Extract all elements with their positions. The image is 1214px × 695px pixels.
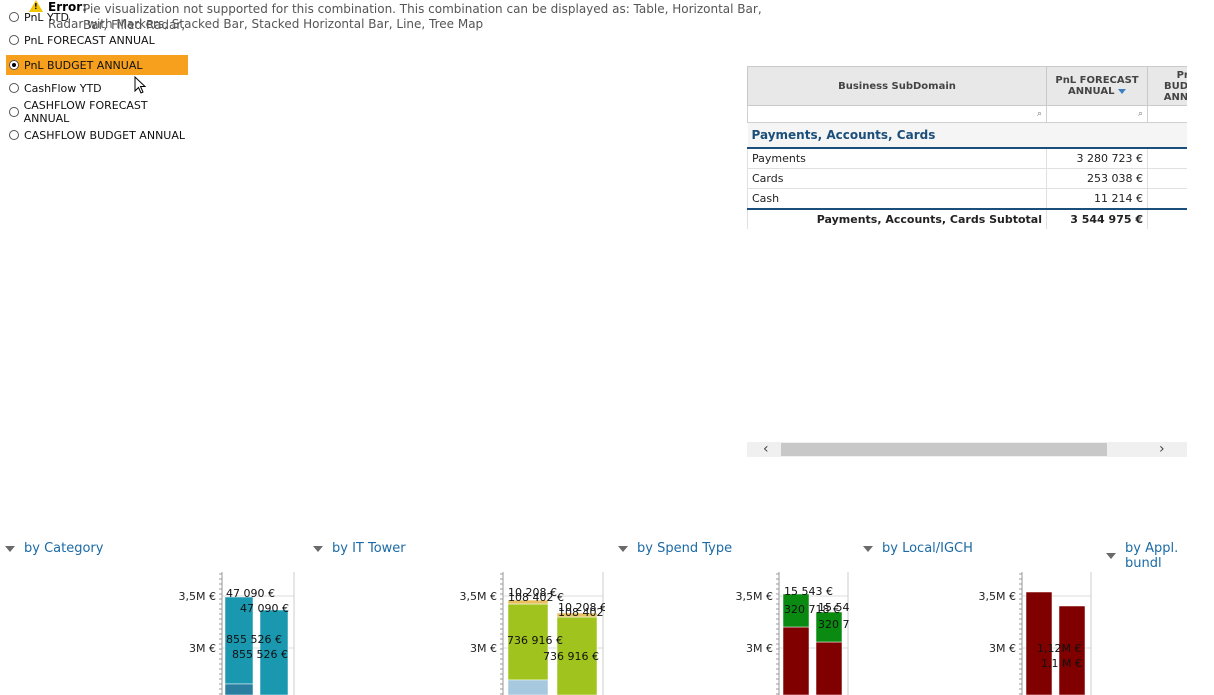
data-label: 10 208 € xyxy=(508,586,557,599)
bar-segment xyxy=(1058,605,1086,695)
y-tick-label: 3M € xyxy=(189,642,216,655)
column-header-pnl-budget-annual[interactable]: PnL BUDGET ANNUAL xyxy=(1147,66,1187,106)
data-label: 10 208 € xyxy=(558,601,605,614)
scroll-left-icon[interactable]: ‹ xyxy=(763,441,769,457)
y-tick-label: 3,5M € xyxy=(979,590,1016,603)
radio-label: PnL YTD xyxy=(24,10,69,24)
radio-button-icon[interactable] xyxy=(9,107,19,117)
data-label: 320 718 € xyxy=(818,618,850,631)
data-label: 1,1 M € xyxy=(1041,657,1082,670)
bar-segment xyxy=(815,641,843,695)
bar-segment xyxy=(556,616,598,695)
data-label: 47 090 € xyxy=(226,587,275,600)
table-row: Cards 253 038 € xyxy=(747,168,1187,189)
radio-button-icon[interactable] xyxy=(9,83,19,93)
error-title: Error: xyxy=(48,0,87,14)
radio-pnl-forecast-annual[interactable]: PnL FORECAST ANNUAL xyxy=(6,30,188,50)
radio-label: CASHFLOW FORECAST ANNUAL xyxy=(23,99,148,125)
scrollbar-thumb[interactable] xyxy=(781,443,1107,456)
bar-segment xyxy=(507,679,549,695)
radio-cashflow-ytd[interactable]: CashFlow YTD xyxy=(6,78,188,98)
bar-segment xyxy=(224,683,254,695)
collapse-triangle-icon[interactable] xyxy=(1106,553,1116,559)
bar-segment xyxy=(782,626,810,695)
radio-label: PnL BUDGET ANNUAL xyxy=(24,58,143,72)
y-tick-label: 3M € xyxy=(746,642,773,655)
mouse-cursor-icon xyxy=(134,76,147,94)
y-tick-label: 3,5M € xyxy=(736,590,773,603)
collapse-triangle-icon[interactable] xyxy=(863,545,873,552)
data-label: 15 543 € xyxy=(818,601,850,614)
column-header-business-subdomain[interactable]: Business SubDomain xyxy=(747,66,1047,106)
radio-button-icon[interactable] xyxy=(9,35,19,45)
radio-label: CASHFLOW BUDGET ANNUAL xyxy=(24,128,185,142)
chart-by-it-tower: 3,5M € 3M € 10 208 €108 402 €10 208 €108 4… xyxy=(460,572,605,695)
error-message-line2: Radar with Markers, Stacked Bar, Stacked… xyxy=(48,17,484,31)
search-icon[interactable]: ⌕ xyxy=(1036,109,1042,119)
section-by-local-igch[interactable]: by Local/IGCH xyxy=(863,541,973,556)
y-tick-label: 3M € xyxy=(989,642,1016,655)
radio-pnl-budget-annual[interactable]: PnL BUDGET ANNUAL xyxy=(6,55,188,75)
radio-cashflow-budget-annual[interactable]: CASHFLOW BUDGET ANNUAL xyxy=(6,125,188,145)
data-label: 1,12M € xyxy=(1037,642,1081,655)
y-tick-label: 3,5M € xyxy=(460,590,497,603)
bar-segment xyxy=(259,609,289,695)
radio-button-icon[interactable] xyxy=(9,60,19,70)
bar-segment xyxy=(556,612,598,618)
section-by-appl-bundle[interactable]: by Appl. bundl xyxy=(1106,541,1214,571)
subtotal-row: Payments, Accounts, Cards Subtotal 3 544… xyxy=(747,208,1187,229)
data-label: 855 526 € xyxy=(232,648,288,661)
column-header-pnl-forecast-annual[interactable]: PnL FORECAST ANNUAL xyxy=(1046,66,1148,106)
data-label: 47 090 € xyxy=(240,602,289,615)
bar-segment xyxy=(507,599,549,605)
filter-input[interactable] xyxy=(1147,105,1187,123)
section-by-spend-type[interactable]: by Spend Type xyxy=(618,541,732,556)
scroll-right-icon[interactable]: › xyxy=(1159,441,1165,457)
filter-input[interactable]: ⌕ xyxy=(1046,105,1148,123)
radio-button-icon[interactable] xyxy=(9,130,19,140)
bar-segment xyxy=(782,593,810,628)
radio-cashflow-forecast-annual[interactable]: CASHFLOW FORECAST ANNUAL xyxy=(6,99,188,125)
table-row: Cash 11 214 € xyxy=(747,188,1187,210)
radio-label: CashFlow YTD xyxy=(24,81,102,95)
bar-segment xyxy=(1025,591,1053,695)
chart-by-spend-type: 3,5M €3M €15 543 €320 718 €15 543 €320 7… xyxy=(736,572,850,695)
collapse-triangle-icon[interactable] xyxy=(618,545,628,552)
y-tick-label: 3M € xyxy=(470,642,497,655)
group-header: Payments, Accounts, Cards xyxy=(747,122,1187,149)
table-row: Payments 3 280 723 € xyxy=(747,147,1187,169)
collapse-triangle-icon[interactable] xyxy=(313,545,323,552)
y-tick-label: 3,5M € xyxy=(179,590,216,603)
chart-by-local-igch: 3,5M € 3M € 1,12M € 1,1 M € xyxy=(979,572,1092,695)
error-message: Pie visualization not supported for this… xyxy=(83,2,762,32)
data-table: Business SubDomain PnL FORECAST ANNUAL P… xyxy=(747,66,1187,229)
radio-pnl-ytd[interactable]: PnL YTD xyxy=(6,7,188,27)
collapse-triangle-icon[interactable] xyxy=(5,545,15,552)
data-label: 736 916 € xyxy=(543,650,599,663)
chart-by-category: 3,5M € 3M € 47 090 € 47 090 € 855 526 € 855 5… xyxy=(179,572,295,695)
data-label: 108 402 € xyxy=(558,606,605,619)
filter-input[interactable]: ⌕ xyxy=(747,105,1047,123)
bar-segment xyxy=(507,603,549,681)
horizontal-scrollbar[interactable]: ‹ › xyxy=(747,442,1187,457)
radio-label: PnL FORECAST ANNUAL xyxy=(24,33,155,47)
sort-desc-icon[interactable] xyxy=(1117,88,1126,94)
data-label: 15 543 € xyxy=(784,585,833,598)
bar-segment xyxy=(224,596,254,685)
warning-icon: ! xyxy=(29,0,43,12)
search-icon[interactable]: ⌕ xyxy=(1137,109,1143,119)
data-label: 855 526 € xyxy=(226,633,282,646)
data-label: 736 916 € xyxy=(507,634,563,647)
data-label: 108 402 € xyxy=(508,591,564,604)
section-by-category[interactable]: by Category xyxy=(5,541,103,556)
radio-button-icon[interactable] xyxy=(9,12,19,22)
section-by-it-tower[interactable]: by IT Tower xyxy=(313,541,406,556)
bar-segment xyxy=(815,611,843,643)
data-label: 320 718 € xyxy=(784,603,840,616)
